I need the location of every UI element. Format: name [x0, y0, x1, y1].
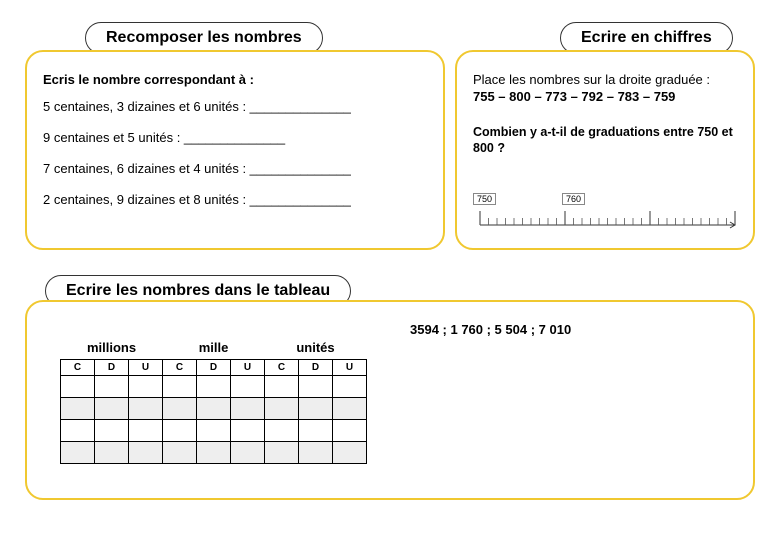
- numbers-sequence: 755 – 800 – 773 – 792 – 783 – 759: [473, 89, 737, 106]
- cdu-header: C: [163, 360, 197, 376]
- recompose-line-1: 5 centaines, 3 dizaines et 6 unités : __…: [43, 99, 427, 116]
- table-cell: [163, 420, 197, 442]
- numberline-label-760: 760: [562, 193, 585, 205]
- table-cell: [231, 442, 265, 464]
- table-cell: [129, 376, 163, 398]
- table-cell: [333, 420, 367, 442]
- recompose-line-2: 9 centaines et 5 unités : ______________: [43, 130, 427, 147]
- table-row: [61, 376, 367, 398]
- table-row: [61, 420, 367, 442]
- recompose-heading: Ecris le nombre correspondant à :: [43, 72, 427, 89]
- table-cell: [299, 420, 333, 442]
- recompose-line-3: 7 centaines, 6 dizaines et 4 unités : __…: [43, 161, 427, 178]
- table-cell: [231, 376, 265, 398]
- table-cell: [265, 442, 299, 464]
- group-mille: mille: [163, 336, 265, 360]
- table-cell: [299, 376, 333, 398]
- table-cell: [333, 398, 367, 420]
- cdu-header: U: [333, 360, 367, 376]
- table-cell: [129, 420, 163, 442]
- table-cell: [197, 420, 231, 442]
- table-body: [61, 376, 367, 464]
- table-cell: [129, 442, 163, 464]
- number-line-svg: [470, 195, 740, 237]
- table-cell: [197, 376, 231, 398]
- table-cell: [163, 376, 197, 398]
- table-row: [61, 442, 367, 464]
- number-line: 750 760: [470, 195, 740, 235]
- table-cell: [61, 376, 95, 398]
- cdu-header: D: [95, 360, 129, 376]
- cdu-header: U: [129, 360, 163, 376]
- table-cell: [95, 420, 129, 442]
- table-cell: [299, 442, 333, 464]
- table-cell: [333, 442, 367, 464]
- table-cell: [265, 398, 299, 420]
- table-cell: [231, 398, 265, 420]
- table-cell: [95, 398, 129, 420]
- table-cell: [197, 398, 231, 420]
- cdu-header: C: [61, 360, 95, 376]
- cdu-header: D: [197, 360, 231, 376]
- numberline-label-750: 750: [473, 193, 496, 205]
- table-cell: [197, 442, 231, 464]
- cdu-header: D: [299, 360, 333, 376]
- table-cell: [61, 398, 95, 420]
- table-cell: [61, 442, 95, 464]
- table-cell: [95, 376, 129, 398]
- place-value-table: millions mille unités CDUCDUCDU: [60, 336, 367, 464]
- table-cell: [231, 420, 265, 442]
- cdu-header-row: CDUCDUCDU: [61, 360, 367, 376]
- table-cell: [95, 442, 129, 464]
- table-row: [61, 398, 367, 420]
- cdu-header: U: [231, 360, 265, 376]
- table-cell: [265, 376, 299, 398]
- table-cell: [61, 420, 95, 442]
- graduation-question: Combien y a-t-il de graduations entre 75…: [473, 124, 737, 157]
- table-cell: [333, 376, 367, 398]
- table-cell: [299, 398, 333, 420]
- cdu-header: C: [265, 360, 299, 376]
- group-unites: unités: [265, 336, 367, 360]
- recompose-panel: Ecris le nombre correspondant à : 5 cent…: [25, 50, 445, 250]
- table-cell: [129, 398, 163, 420]
- group-header-row: millions mille unités: [61, 336, 367, 360]
- table-cell: [265, 420, 299, 442]
- table-cell: [163, 442, 197, 464]
- recompose-line-4: 2 centaines, 9 dizaines et 8 unités : __…: [43, 192, 427, 209]
- group-millions: millions: [61, 336, 163, 360]
- place-numbers-text: Place les nombres sur la droite graduée …: [473, 72, 737, 89]
- numbers-to-place: 3594 ; 1 760 ; 5 504 ; 7 010: [410, 322, 571, 337]
- table-cell: [163, 398, 197, 420]
